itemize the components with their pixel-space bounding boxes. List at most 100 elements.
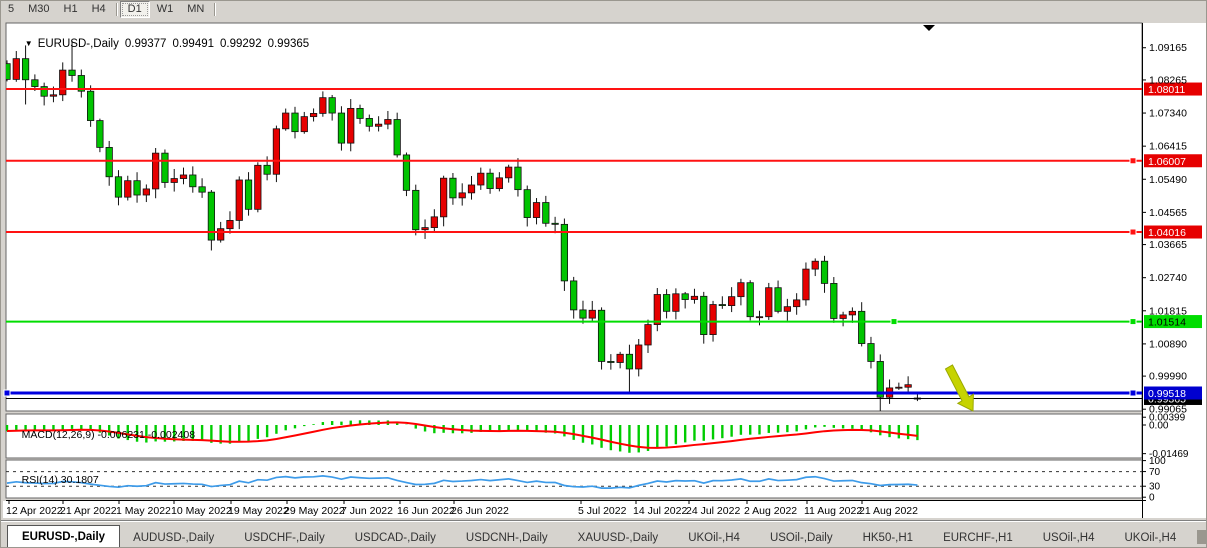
chart-tab-ukoil-h4[interactable]: UKOil-,H4 bbox=[1124, 532, 1177, 544]
macd-axis-tick: 0.00 bbox=[1149, 421, 1169, 432]
chart-tab-eurchf-h1[interactable]: EURCHF-,H1 bbox=[943, 532, 1013, 544]
hline-handle[interactable] bbox=[1129, 318, 1137, 326]
time-axis-label: 21 Aug 2022 bbox=[859, 505, 918, 517]
time-axis-label: 21 Apr 2022 bbox=[60, 505, 117, 517]
rsi-line bbox=[6, 475, 918, 490]
time-axis-label: 16 Jun 2022 bbox=[397, 505, 455, 517]
timeframe-button-H4[interactable]: H4 bbox=[91, 3, 106, 15]
price-axis-tick: 1.09165 bbox=[1149, 42, 1187, 54]
rsi-pane[interactable] bbox=[5, 459, 1143, 499]
time-axis-label: 10 May 2022 bbox=[171, 505, 232, 517]
ohlc-low: 0.99292 bbox=[220, 38, 262, 50]
time-axis-label: 5 Jul 2022 bbox=[578, 505, 627, 517]
chart-tab-usdchf-daily[interactable]: USDCHF-,Daily bbox=[244, 532, 325, 544]
chart-symbol-period: EURUSD-,Daily bbox=[37, 38, 119, 50]
price-axis-tick: 1.07340 bbox=[1149, 108, 1187, 120]
chart-tab-audusd-daily[interactable]: AUDUSD-,Daily bbox=[133, 532, 215, 544]
ohlc-open: 0.99377 bbox=[124, 38, 167, 50]
chart-tab-eurusd-daily[interactable]: EURUSD-,Daily bbox=[7, 525, 121, 547]
chart-tab-hk50-h1[interactable]: HK50-,H1 bbox=[862, 532, 914, 544]
time-axis-label: 19 May 2022 bbox=[228, 505, 289, 517]
price-chart-canvas[interactable]: 0.99365 1.08011 1.06007 1.04016 1.01514 0.995… bbox=[1, 18, 1207, 520]
tab-scroll-controls: ◄► bbox=[1189, 530, 1206, 544]
chart-title: ▼ EURUSD-,Daily 0.99377 0.99491 0.99292 0.993… bbox=[12, 26, 309, 62]
macd-name: MACD(12,26,9) bbox=[21, 429, 95, 441]
hline-handle[interactable] bbox=[3, 389, 11, 397]
chart-tab-usdcad-daily[interactable]: USDCAD-,Daily bbox=[354, 532, 436, 544]
chart-shift-marker-icon[interactable] bbox=[923, 25, 935, 31]
macd-signal-value: -0.002408 bbox=[147, 429, 196, 441]
price-level-badge bbox=[1144, 82, 1202, 96]
timeframe-toolbar: 5 M30 H1 H4 D1 W1 MN bbox=[1, 1, 1206, 19]
hline-handle[interactable] bbox=[890, 318, 898, 326]
time-axis-label: 2 Aug 2022 bbox=[744, 505, 797, 517]
svg-text:0.99518: 0.99518 bbox=[1148, 388, 1186, 400]
price-axis-tick: 0.99065 bbox=[1149, 404, 1187, 416]
time-axis-strip bbox=[3, 501, 1206, 518]
rsi-axis-tick: 100 bbox=[1149, 456, 1166, 467]
svg-text:1.06007: 1.06007 bbox=[1148, 156, 1186, 168]
time-axis-label: 11 Aug 2022 bbox=[804, 505, 862, 517]
chart-tab-ukoil-h4[interactable]: UKOil-,H4 bbox=[688, 532, 740, 544]
macd-axis-tick: -0.01469 bbox=[1149, 449, 1189, 460]
time-axis-label: 26 Jun 2022 bbox=[451, 505, 509, 517]
price-axis-tick: 1.01815 bbox=[1149, 305, 1187, 317]
hline-handle[interactable] bbox=[1129, 389, 1137, 397]
timeframe-button-MN[interactable]: MN bbox=[187, 3, 205, 15]
rsi-value: 30.1807 bbox=[60, 474, 99, 486]
timeframe-button-M30[interactable]: M30 bbox=[28, 3, 50, 15]
macd-axis-tick: 0.00399 bbox=[1149, 413, 1186, 424]
rsi-axis-tick: 30 bbox=[1149, 482, 1161, 493]
time-axis-label: 1 May 2022 bbox=[116, 505, 171, 517]
svg-text:1.01514: 1.01514 bbox=[1148, 317, 1186, 329]
ohlc-high: 0.99491 bbox=[172, 38, 215, 50]
time-axis-label: 12 Apr 2022 bbox=[6, 505, 63, 517]
price-axis-tick: 1.05490 bbox=[1149, 174, 1187, 186]
chart-tab-bar: EURUSD-,Daily AUDUSD-,Daily USDCHF-,Daily U… bbox=[1, 520, 1206, 547]
chart-tab-xauusd-daily[interactable]: XAUUSD-,Daily bbox=[577, 532, 659, 544]
toolbar-separator bbox=[214, 3, 216, 16]
main-pane[interactable] bbox=[5, 22, 1143, 412]
ohlc-close: 0.99365 bbox=[267, 38, 310, 50]
svg-text:1.04016: 1.04016 bbox=[1148, 227, 1186, 239]
svg-text:1.08011: 1.08011 bbox=[1148, 84, 1185, 96]
time-axis-label: 29 May 2022 bbox=[284, 505, 345, 517]
timeframe-button-D1[interactable]: D1 bbox=[119, 1, 150, 18]
toolbar-separator bbox=[115, 3, 117, 16]
hline-handle[interactable] bbox=[1129, 157, 1137, 165]
macd-indicator-label: MACD(12,26,9) -0.006231 -0.002408 bbox=[10, 417, 195, 453]
rsi-axis-tick: 70 bbox=[1149, 467, 1161, 478]
price-axis-strip bbox=[1143, 23, 1206, 518]
price-axis-tick: 1.08265 bbox=[1149, 74, 1187, 86]
price-axis-tick: 1.00890 bbox=[1149, 338, 1187, 350]
breakdown-arrow-annotation[interactable] bbox=[944, 364, 974, 412]
timeframe-button-W1[interactable]: W1 bbox=[156, 3, 174, 15]
price-axis-tick: 1.03665 bbox=[1149, 239, 1187, 251]
macd-main-value: -0.006231 bbox=[97, 429, 145, 441]
timeframe-button-H1[interactable]: H1 bbox=[63, 3, 78, 15]
price-axis-tick: 1.06415 bbox=[1149, 141, 1187, 153]
price-level-badge bbox=[1144, 386, 1202, 400]
chart-tab-usoil-daily[interactable]: USOil-,Daily bbox=[769, 532, 833, 544]
price-level-badge bbox=[1144, 225, 1202, 239]
price-axis-tick: 1.04565 bbox=[1149, 207, 1187, 219]
tab-separator bbox=[1197, 530, 1206, 544]
macd-histogram bbox=[6, 420, 919, 453]
chart-tab-usoil-h4[interactable]: USOil-,H4 bbox=[1042, 532, 1095, 544]
timeframe-button-5[interactable]: 5 bbox=[8, 3, 15, 15]
rsi-indicator-label: RSI(14) 30.1807 bbox=[10, 462, 99, 498]
symbol-dropdown-icon[interactable]: ▼ bbox=[24, 39, 33, 48]
price-level-badge bbox=[1144, 315, 1202, 329]
time-axis-label: 7 Jun 2022 bbox=[341, 505, 393, 517]
time-axis-label: 24 Jul 2022 bbox=[686, 505, 740, 517]
hline-handle[interactable] bbox=[1129, 228, 1137, 236]
rsi-name: RSI(14) bbox=[21, 474, 58, 486]
time-axis-label: 14 Jul 2022 bbox=[633, 505, 687, 517]
macd-signal-line bbox=[6, 421, 918, 449]
price-axis-tick: 1.02740 bbox=[1149, 272, 1187, 284]
price-level-badge bbox=[1144, 154, 1202, 168]
price-axis-tick: 0.99990 bbox=[1149, 371, 1187, 383]
rsi-axis-tick: 0 bbox=[1149, 493, 1155, 504]
chart-tab-usdcnh-daily[interactable]: USDCNH-,Daily bbox=[465, 532, 548, 544]
